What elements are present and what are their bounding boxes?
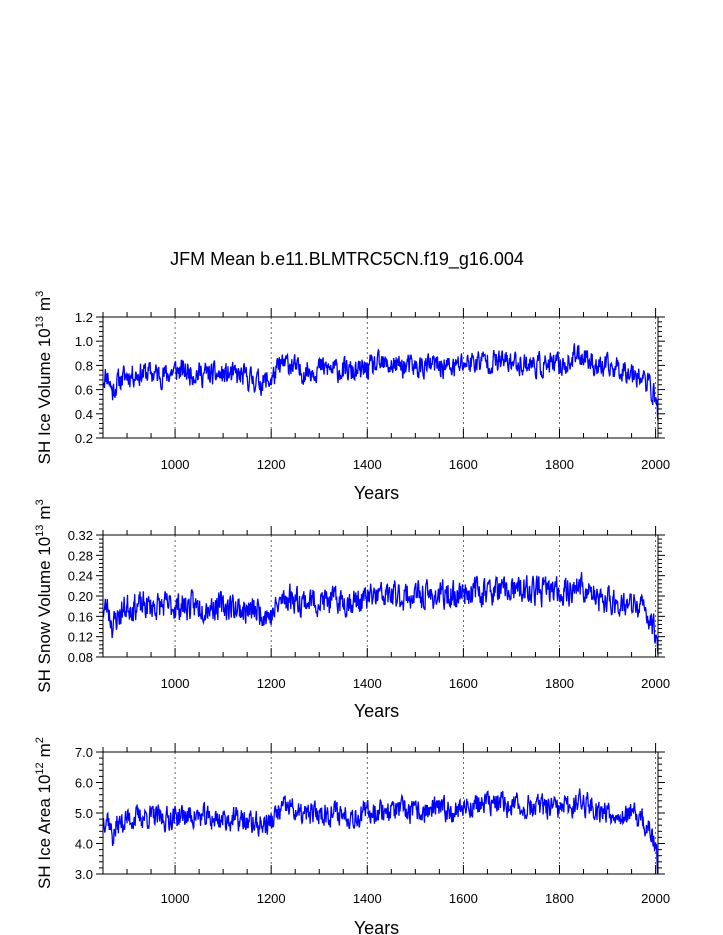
x-tick-label: 1400 bbox=[353, 457, 382, 472]
x-tick-label: 1600 bbox=[449, 891, 478, 906]
x-tick-label: 1800 bbox=[545, 457, 574, 472]
y-tick-label: 0.6 bbox=[75, 383, 93, 398]
series-line-3 bbox=[102, 788, 659, 874]
y-tick-label: 1.0 bbox=[75, 334, 93, 349]
plot-frame bbox=[102, 534, 659, 658]
y-tick-label: 4.0 bbox=[75, 837, 93, 852]
y-tick-label: 0.4 bbox=[75, 407, 93, 422]
y-tick-label: 0.32 bbox=[68, 528, 93, 543]
x-tick-label: 1000 bbox=[161, 676, 190, 691]
plot-frame bbox=[102, 316, 659, 439]
x-tick-label: 1200 bbox=[257, 676, 286, 691]
x-tick-label: 2000 bbox=[641, 457, 670, 472]
y-tick-label: 0.08 bbox=[68, 650, 93, 665]
y-axis-label: SH Snow Volume 1013m3 bbox=[34, 499, 54, 692]
x-tick-label: 1000 bbox=[161, 457, 190, 472]
x-tick-label: 2000 bbox=[641, 891, 670, 906]
x-tick-label: 1000 bbox=[161, 891, 190, 906]
y-tick-label: 0.24 bbox=[68, 569, 93, 584]
y-tick-label: 0.8 bbox=[75, 358, 93, 373]
y-tick-label: 0.12 bbox=[68, 630, 93, 645]
x-tick-label: 1400 bbox=[353, 676, 382, 691]
chart-title: JFM Mean b.e11.BLMTRC5CN.f19_g16.004 bbox=[170, 249, 524, 270]
y-tick-label: 1.2 bbox=[75, 310, 93, 325]
x-tick-label: 1800 bbox=[545, 891, 574, 906]
y-axis-label: SH Ice Area 1012m2 bbox=[34, 737, 54, 889]
x-axis-label: Years bbox=[354, 701, 399, 721]
panel-1: 1000 1200 1400 1600 1800 2000 0.2 0.4 0.6 0.8 1.0 1… bbox=[34, 291, 670, 503]
x-tick-label: 1600 bbox=[449, 676, 478, 691]
y-tick-label: 5.0 bbox=[75, 806, 93, 821]
y-tick-label: 0.28 bbox=[68, 548, 93, 563]
x-tick-label: 1200 bbox=[257, 891, 286, 906]
x-axis-label: Years bbox=[354, 483, 399, 503]
series-line-1 bbox=[102, 343, 659, 421]
y-tick-label: 3.0 bbox=[75, 867, 93, 882]
y-tick-label: 0.20 bbox=[68, 589, 93, 604]
y-tick-label: 6.0 bbox=[75, 776, 93, 791]
y-tick-label: 7.0 bbox=[75, 745, 93, 760]
x-tick-label: 1600 bbox=[449, 457, 478, 472]
y-tick-label: 0.16 bbox=[68, 609, 93, 624]
series-line-2 bbox=[102, 572, 659, 655]
x-axis-label: Years bbox=[354, 918, 399, 935]
x-tick-label: 2000 bbox=[641, 676, 670, 691]
panel-3: 1000 1200 1400 1600 1800 2000 3.0 4.0 5.0 6.0 7.0 Y… bbox=[34, 737, 670, 935]
y-tick-label: 0.2 bbox=[75, 431, 93, 446]
panel-2: 1000 1200 1400 1600 1800 2000 0.08 0.12 0.16 0.20… bbox=[34, 499, 670, 721]
x-tick-label: 1200 bbox=[257, 457, 286, 472]
x-tick-label: 1800 bbox=[545, 676, 574, 691]
x-tick-label: 1400 bbox=[353, 891, 382, 906]
y-axis-label: SH Ice Volume 1013m3 bbox=[34, 291, 54, 465]
